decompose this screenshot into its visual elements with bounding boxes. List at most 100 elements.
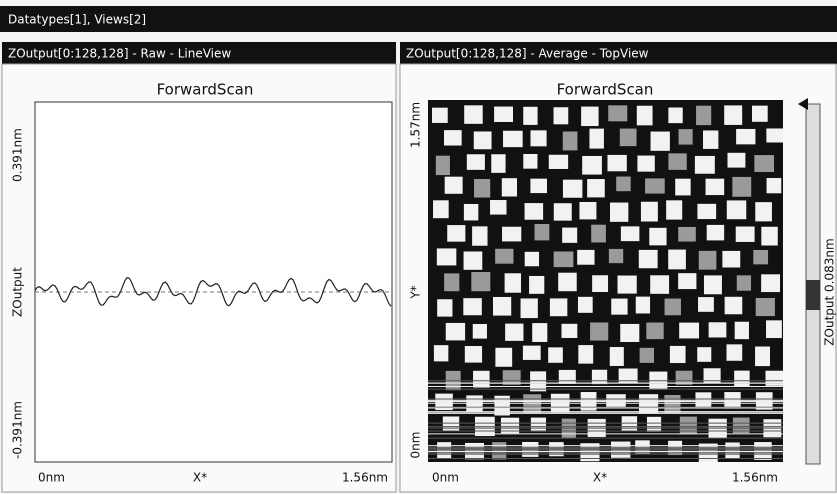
scan-spot [444,273,460,292]
panel-title-bar [400,42,837,64]
scan-spot [650,131,670,151]
scan-spot [734,370,750,387]
scan-spot [679,416,697,435]
scan-spot [562,179,583,198]
scan-spot [696,105,712,126]
scan-spot [620,226,640,242]
scan-spot [522,345,541,360]
scan-spot [587,179,605,198]
scan-spot [668,249,686,270]
x-label: X* [593,471,607,485]
scan-spot [724,296,743,315]
scan-spot [678,273,697,290]
scan-spot [703,130,719,149]
scan-spot [473,131,492,150]
scan-spot [621,416,638,432]
scan-spot [494,106,514,122]
scan-spot [548,347,563,363]
scan-spot [706,224,725,241]
scan-spot [534,224,550,241]
colorbar-label: ZOutput 0.083nm [823,238,837,345]
scan-spot [668,153,687,170]
scan-spot [530,371,547,392]
scan-spot [668,107,683,124]
x-label: 0nm [432,471,459,485]
scan-spot [755,297,775,317]
scan-spot [592,275,609,293]
scan-spot [735,226,755,242]
panel-title-bar [2,42,396,64]
scan-spot [495,347,513,367]
scan-spot [609,347,624,366]
scan-spot [754,442,772,460]
scan-spot [675,178,691,196]
scan-spot [635,296,651,314]
colorbar-marker [798,98,808,110]
scan-spot [501,178,518,197]
scan-spot [473,370,490,388]
x-label: 1.56nm [732,471,778,485]
scan-spot [669,345,686,364]
scan-spot [703,368,721,383]
scan-spot [466,154,485,170]
scan-spot [732,417,750,434]
scan-texture [428,105,783,462]
scan-spot [503,130,523,148]
scan-spot [726,200,747,220]
scan-spot [433,200,449,219]
scan-spot [664,395,681,414]
scan-spot [705,178,725,196]
y-label: 0nm [409,432,423,459]
panel-title: ZOutput[0:128,128] - Average - TopView [406,47,649,61]
scan-spot [726,344,743,361]
scan-spot [532,323,548,342]
scan-spot [618,368,638,383]
scan-spot [435,155,450,176]
scan-spot [607,154,627,172]
panel-title: ZOutput[0:128,128] - Raw - LineView [8,47,231,61]
scan-spot [472,226,488,246]
scan-spot [577,296,593,313]
scan-spot [463,298,482,316]
scan-spot [432,107,448,123]
scan-spot [505,323,524,341]
scan-spot [609,202,629,222]
scan-spot [558,369,576,384]
scan-spot [640,201,658,222]
scan-spot [664,298,681,316]
scan-spot [529,275,545,294]
scan-spot [490,200,507,215]
line-trace [34,277,392,307]
scan-spot [433,345,449,362]
scan-spot [679,322,700,339]
scan-spot [562,227,578,243]
scan-spot [561,323,578,338]
scan-spot [463,251,483,270]
scan-spot [523,153,538,169]
scan-spot [495,248,514,264]
scan-spot [491,154,506,173]
scan-spot [646,416,662,432]
scan-spot [619,128,637,147]
scan-spot [443,130,462,146]
scan-spot [553,251,574,268]
scan-spot [578,345,594,364]
scan-spot [765,370,783,386]
scan-spot [553,107,569,125]
header-title: Datatypes[1], Views[2] [8,13,146,27]
scan-spot [732,176,752,197]
scan-spot [697,203,717,220]
scan-spot [678,226,696,242]
scan-spot [620,323,640,343]
scan-spot [447,225,466,242]
scan-spot [727,152,746,168]
scan-spot [492,442,507,460]
scan-spot [582,155,602,175]
scan-spot [766,128,783,143]
scan-spot [678,129,693,145]
scan-spot [524,203,544,220]
scan-spot [530,178,547,194]
scan-spot [502,226,522,242]
scan-spot [638,249,658,269]
scan-spot [645,178,665,194]
